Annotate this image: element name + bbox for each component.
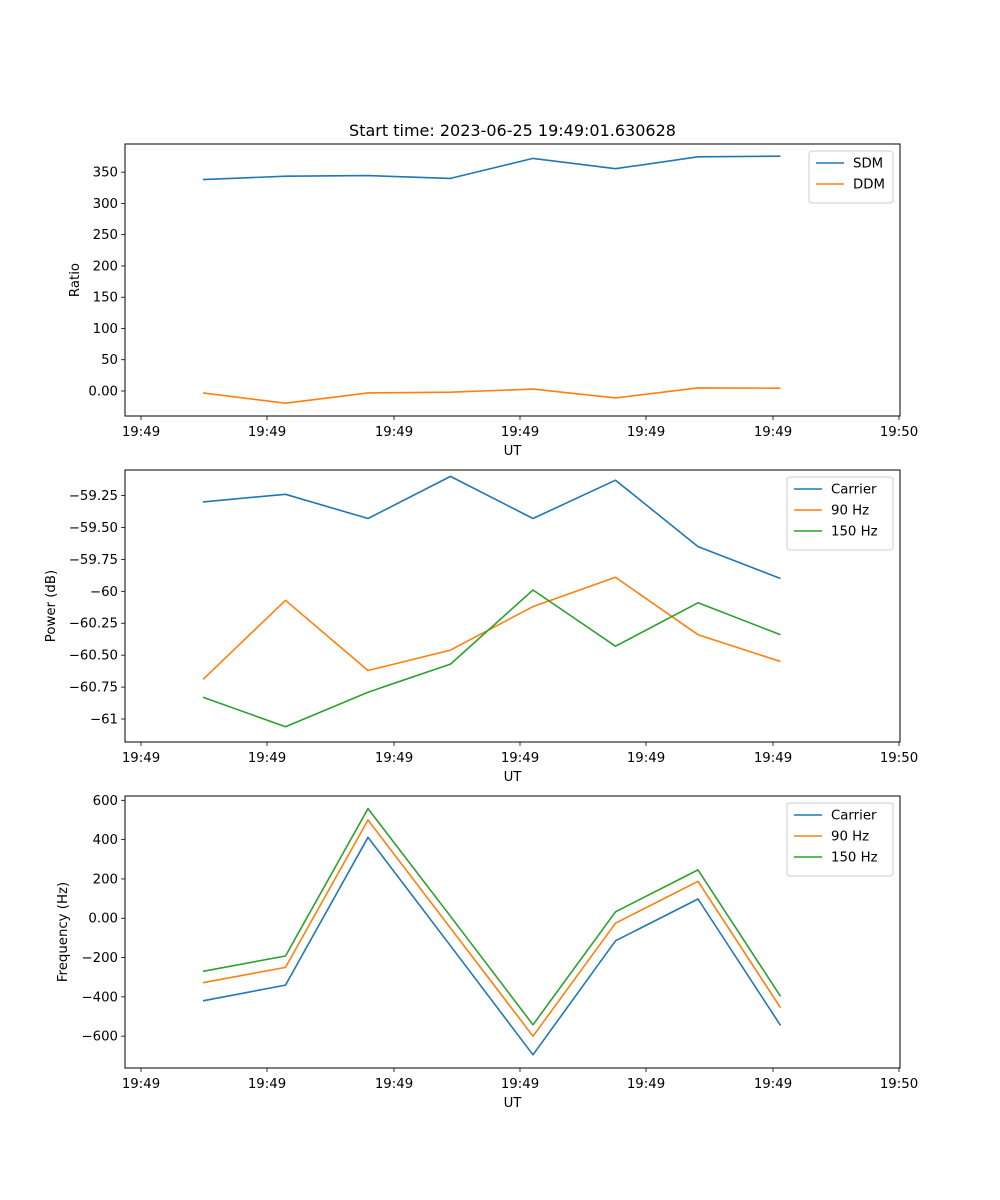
- x-tick-label: 19:49: [248, 751, 286, 766]
- series-line-90-hz: [202, 819, 782, 1037]
- legend-label: 150 Hz: [831, 525, 878, 540]
- y-tick-label: −200: [81, 951, 118, 966]
- y-tick-label: −60.75: [69, 681, 118, 696]
- y-tick-label: −59.25: [69, 489, 118, 504]
- x-tick-label: 19:50: [880, 425, 918, 440]
- x-tick-label: 19:49: [248, 425, 286, 440]
- chart-panel-3: −600 −400 −200 0.00 200 400 600 19:49 19:49 19:49…: [56, 794, 918, 1111]
- y-tick-label: −600: [81, 1030, 118, 1045]
- x-axis-label: UT: [504, 1096, 523, 1111]
- y-tick-label: 0.00: [88, 384, 118, 399]
- x-tick-label: 19:49: [501, 1077, 539, 1092]
- y-axis-label: Frequency (Hz): [56, 882, 71, 982]
- y-tick-label: −60.25: [69, 617, 118, 632]
- series-line-150-hz: [202, 589, 781, 728]
- y-tick-label: 0.00: [88, 912, 118, 927]
- y-tick-label: −61: [90, 713, 118, 728]
- legend-label: 90 Hz: [831, 830, 869, 845]
- y-tick-label: −59.50: [69, 521, 118, 536]
- chart-panel-1: 0.00 50 100 150 200 250 300 350 19:49 19:49 19:49 1…: [68, 143, 918, 459]
- legend-label: 90 Hz: [831, 504, 869, 519]
- x-tick-label: 19:49: [627, 751, 665, 766]
- plot-area-frame: [124, 795, 901, 1069]
- x-tick-label: 19:49: [375, 751, 413, 766]
- chart-panel-2: −61 −60.75 −60.50 −60.25 −60 −59.75 −59.50 −59.…: [44, 469, 918, 785]
- y-tick-label: 150: [93, 291, 118, 306]
- series-line-carrier: [202, 475, 781, 580]
- x-tick-label: 19:49: [122, 1077, 160, 1092]
- legend-label: SDM: [853, 157, 883, 172]
- chart-title: Start time: 2023-06-25 19:49:01.630628: [349, 121, 676, 140]
- y-tick-label: 300: [93, 197, 118, 212]
- y-tick-label: 200: [93, 872, 118, 887]
- legend-label: Carrier: [831, 809, 877, 824]
- y-tick-label: −60.50: [69, 649, 118, 664]
- legend-label: Carrier: [831, 483, 877, 498]
- y-tick-label: 350: [93, 166, 118, 181]
- x-tick-label: 19:49: [627, 425, 665, 440]
- x-tick-label: 19:49: [501, 751, 539, 766]
- x-tick-label: 19:49: [375, 425, 413, 440]
- x-tick-label: 19:49: [754, 1077, 792, 1092]
- y-tick-label: 400: [93, 833, 118, 848]
- y-tick-label: 200: [93, 259, 118, 274]
- chart-panels: 0.00 50 100 150 200 250 300 350 19:49 19:49 19:49 1…: [44, 143, 918, 1111]
- y-tick-label: 600: [93, 794, 118, 809]
- legend-box: [808, 150, 894, 204]
- legend: SDM DDM: [808, 150, 894, 204]
- x-axis-label: UT: [504, 770, 523, 785]
- y-axis-label: Ratio: [68, 263, 83, 297]
- y-tick-label: 250: [93, 228, 118, 243]
- y-axis-label: Power (dB): [44, 570, 59, 642]
- x-tick-label: 19:49: [375, 1077, 413, 1092]
- y-tick-label: −60: [90, 585, 118, 600]
- x-tick-label: 19:49: [122, 751, 160, 766]
- series-line-sdm: [202, 155, 781, 181]
- y-tick-label: −59.75: [69, 553, 118, 568]
- x-tick-label: 19:49: [248, 1077, 286, 1092]
- series-line-ddm: [202, 387, 781, 405]
- x-tick-label: 19:50: [880, 1077, 918, 1092]
- x-axis-label: UT: [504, 444, 523, 459]
- legend: Carrier 90 Hz 150 Hz: [786, 802, 894, 877]
- x-tick-label: 19:49: [627, 1077, 665, 1092]
- x-tick-label: 19:49: [122, 425, 160, 440]
- plot-area-frame: [124, 143, 901, 417]
- x-tick-label: 19:50: [880, 751, 918, 766]
- y-tick-label: −400: [81, 990, 118, 1005]
- x-tick-label: 19:49: [754, 425, 792, 440]
- y-tick-label: 100: [93, 322, 118, 337]
- plot-area-frame: [124, 469, 901, 743]
- series-line-carrier: [202, 836, 782, 1056]
- legend: Carrier 90 Hz 150 Hz: [786, 476, 894, 551]
- legend-label: 150 Hz: [831, 851, 878, 866]
- y-tick-label: 50: [101, 353, 118, 368]
- x-tick-label: 19:49: [754, 751, 792, 766]
- legend-label: DDM: [853, 178, 885, 193]
- series-line-90-hz: [202, 576, 781, 680]
- series-line-150-hz: [202, 807, 782, 1026]
- x-tick-label: 19:49: [501, 425, 539, 440]
